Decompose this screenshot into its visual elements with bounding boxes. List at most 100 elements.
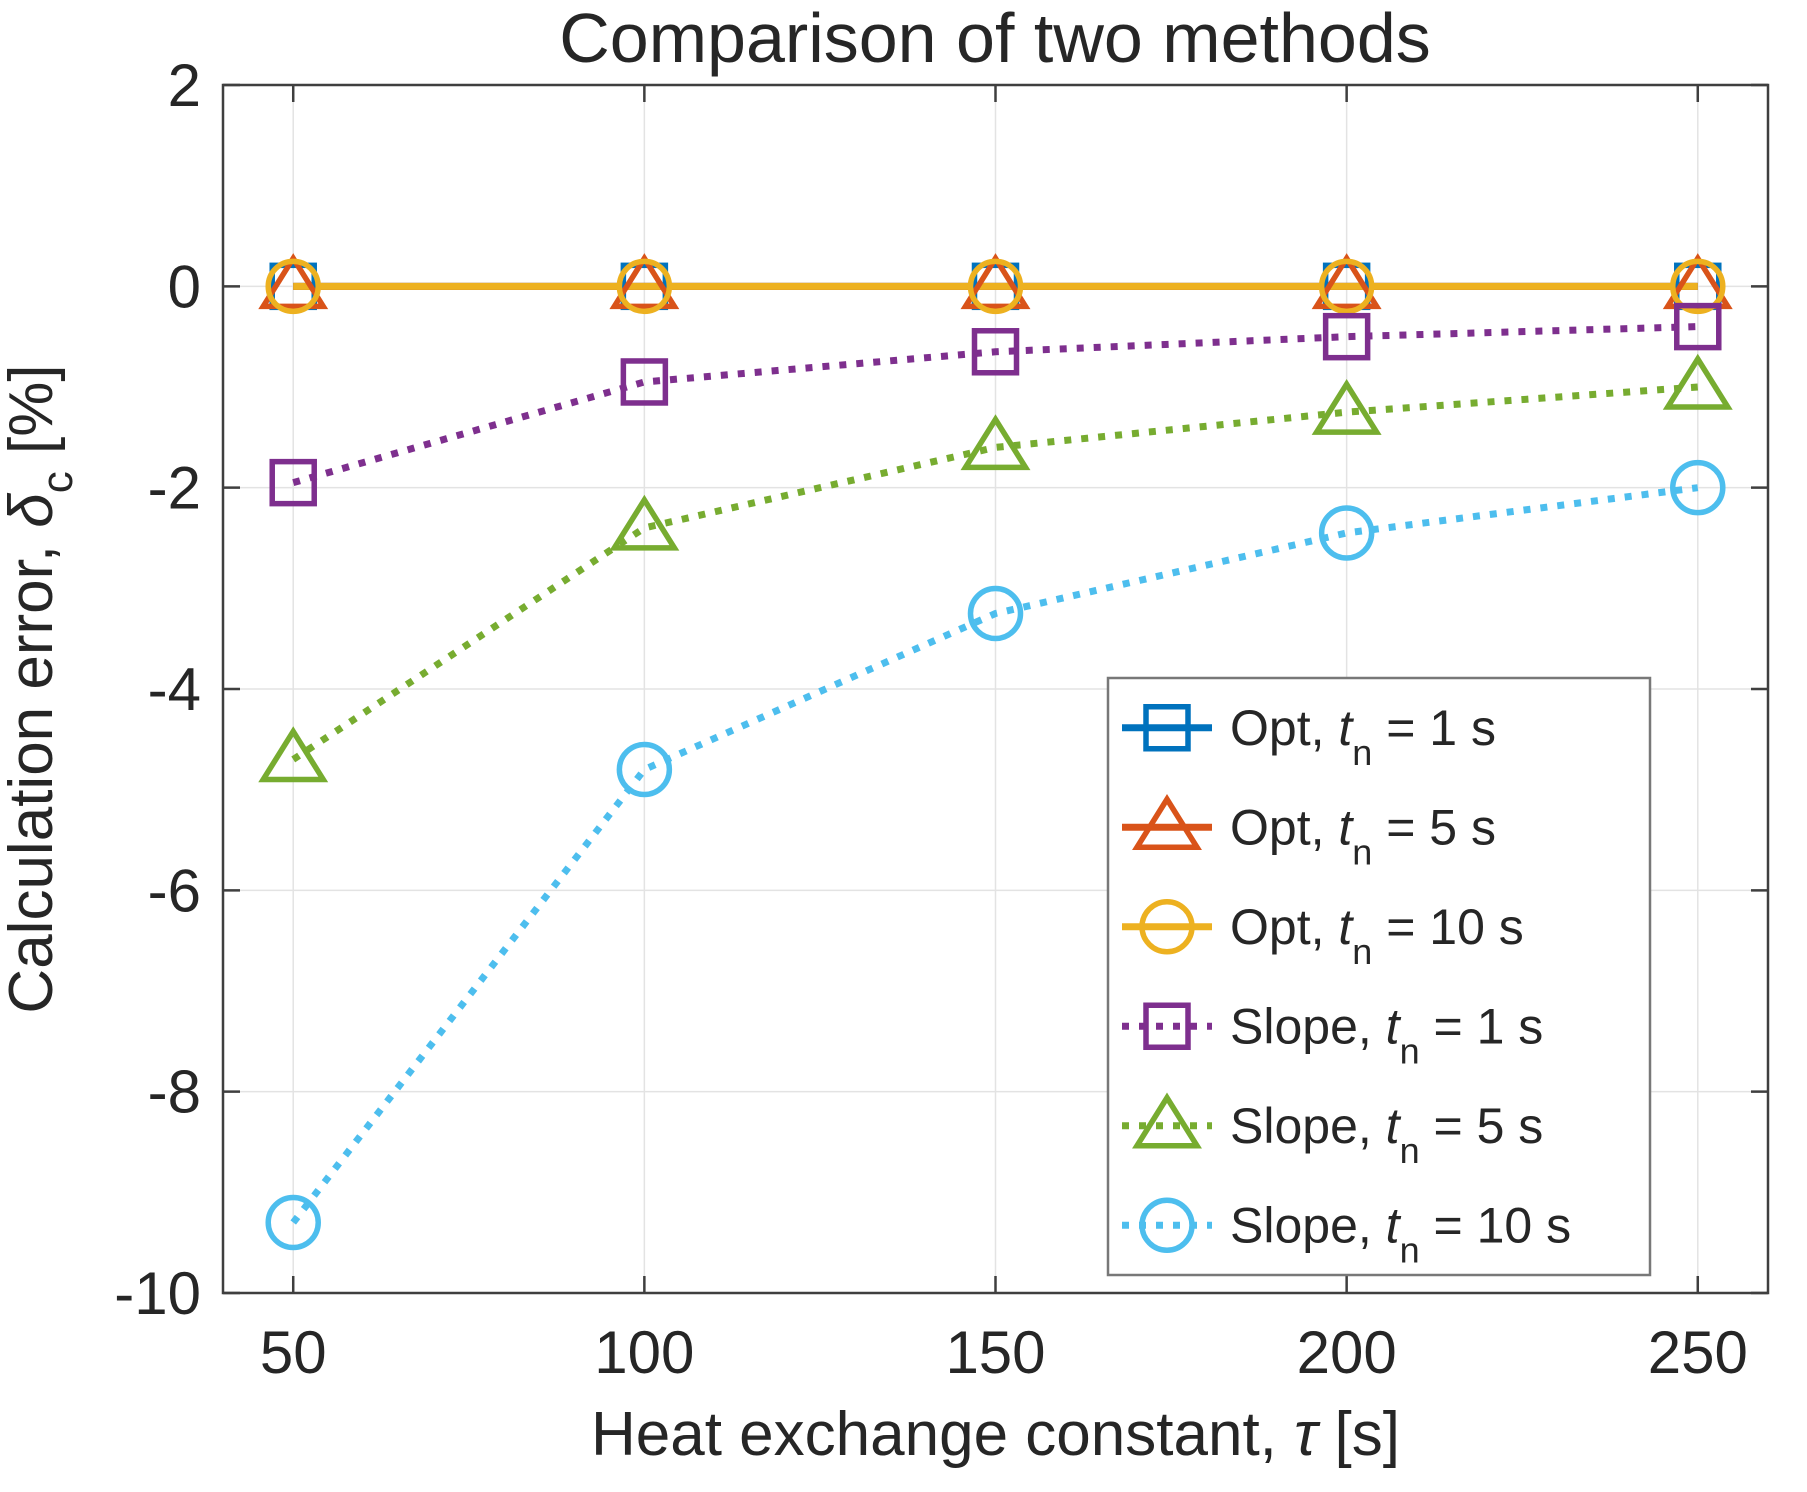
marker-circle-slope-10s bbox=[1670, 459, 1726, 516]
y-axis-label: Calculation error, δc [%] bbox=[0, 364, 82, 1013]
marker-circle-opt-10s bbox=[1318, 258, 1375, 315]
y-tick-label-0: 0 bbox=[168, 253, 201, 320]
legend-box bbox=[1106, 676, 1652, 1277]
label-subscript: n bbox=[1352, 831, 1372, 872]
label-prefix: Slope, bbox=[1230, 998, 1386, 1054]
y-tick-label-2: 2 bbox=[168, 52, 201, 119]
marker-circle-opt-10s bbox=[616, 258, 673, 315]
legend-label-opt-1s: Opt, tn = 1 s bbox=[1230, 700, 1496, 773]
y-tick-label--2: -2 bbox=[148, 455, 201, 522]
label-rest: = 10 s bbox=[1420, 1197, 1572, 1253]
marker-circle-opt-10s bbox=[967, 258, 1024, 315]
label-subscript: n bbox=[1400, 1030, 1420, 1071]
series-line-slope-10s bbox=[290, 484, 1699, 1225]
legend-marker-circle-slope-10s bbox=[1139, 1197, 1195, 1253]
label-rest: = 1 s bbox=[1372, 700, 1496, 756]
marker-triangle-slope-5s bbox=[1311, 378, 1382, 435]
legend-entry-opt-5s: Opt, tn = 5 s bbox=[1122, 794, 1496, 872]
label-prefix: Calculation error, bbox=[0, 528, 66, 1014]
label-symbol: t bbox=[1338, 799, 1354, 855]
marker-square-slope-1s bbox=[1322, 312, 1371, 361]
legend-marker-square-opt-1s bbox=[1143, 704, 1191, 752]
legend-entry-slope-1s: Slope, tn = 1 s bbox=[1122, 998, 1543, 1071]
marker-square-slope-1s bbox=[1674, 302, 1722, 351]
legend-label-slope-10s: Slope, tn = 10 s bbox=[1230, 1197, 1571, 1270]
legend-label-slope-1s: Slope, tn = 1 s bbox=[1230, 998, 1543, 1071]
chart-title: Comparison of two methods bbox=[559, 0, 1431, 77]
label-symbol: t bbox=[1338, 700, 1354, 756]
series-markers-slope-10s bbox=[265, 459, 1726, 1251]
series-markers-opt-10s bbox=[265, 258, 1726, 315]
legend-label-opt-5s: Opt, tn = 5 s bbox=[1230, 799, 1496, 872]
label-rest: = 5 s bbox=[1420, 1098, 1544, 1154]
line-slope-10s bbox=[290, 484, 1699, 1225]
marker-circle-slope-10s bbox=[616, 741, 673, 798]
label-rest: = 1 s bbox=[1420, 998, 1544, 1054]
legend-marker-square-slope-1s bbox=[1143, 1002, 1191, 1050]
marker-triangle-slope-5s bbox=[960, 414, 1031, 471]
label-rest: [s] bbox=[1317, 1400, 1400, 1469]
y-tick-label--4: -4 bbox=[148, 656, 201, 723]
label-prefix: Slope, bbox=[1230, 1197, 1386, 1253]
marker-triangle-opt-5s bbox=[1311, 253, 1382, 310]
series-line-slope-1s bbox=[292, 323, 1698, 486]
axes-frame-layer bbox=[221, 83, 1770, 1295]
series-layer bbox=[258, 253, 1733, 1251]
marker-triangle-opt-5s bbox=[258, 253, 329, 310]
marker-square-slope-1s bbox=[971, 328, 1020, 376]
label-symbol: τ bbox=[1294, 1400, 1321, 1469]
label-prefix: Opt, bbox=[1230, 899, 1338, 955]
legend-entry-slope-10s: Slope, tn = 10 s bbox=[1122, 1197, 1571, 1270]
label-subscript: n bbox=[1352, 931, 1372, 972]
marker-triangle-slope-5s bbox=[609, 494, 680, 551]
label-symbol: δ bbox=[0, 493, 66, 528]
legend-entry-slope-5s: Slope, tn = 5 s bbox=[1122, 1092, 1543, 1171]
marker-circle-opt-10s bbox=[265, 258, 321, 315]
label-symbol: t bbox=[1386, 998, 1402, 1054]
marker-square-slope-1s bbox=[269, 458, 317, 507]
label-rest: = 5 s bbox=[1372, 799, 1496, 855]
label-layer: Comparison of two methods 50 100 150 200 250… bbox=[0, 0, 1748, 1469]
label-symbol: t bbox=[1386, 1197, 1402, 1253]
label-subscript: c bbox=[33, 471, 82, 493]
marker-triangle-slope-5s bbox=[1662, 353, 1733, 410]
label-symbol: t bbox=[1338, 899, 1354, 955]
marker-triangle-opt-5s bbox=[960, 253, 1031, 310]
marker-square-slope-1s bbox=[620, 358, 669, 406]
y-tick-label--10: -10 bbox=[114, 1260, 201, 1327]
label-symbol: t bbox=[1386, 1098, 1402, 1154]
marker-circle-slope-10s bbox=[967, 585, 1024, 642]
x-tick-label-50: 50 bbox=[260, 1319, 327, 1386]
label-rest: = 10 s bbox=[1372, 899, 1524, 955]
legend-entry-opt-10s: Opt, tn = 10 s bbox=[1122, 899, 1524, 972]
label-prefix: Opt, bbox=[1230, 700, 1338, 756]
marker-triangle-slope-5s bbox=[258, 726, 329, 783]
label-prefix: Slope, bbox=[1230, 1098, 1386, 1154]
x-tick-label-250: 250 bbox=[1648, 1319, 1748, 1386]
label-subscript: n bbox=[1352, 732, 1372, 773]
label-subscript: n bbox=[1400, 1229, 1420, 1270]
line-slope-1s bbox=[292, 323, 1698, 486]
label-prefix: Opt, bbox=[1230, 799, 1338, 855]
series-markers-slope-5s bbox=[258, 353, 1733, 783]
x-tick-label-200: 200 bbox=[1297, 1319, 1397, 1386]
legend-entry-opt-1s: Opt, tn = 1 s bbox=[1122, 700, 1496, 773]
label-rest: [%] bbox=[0, 364, 66, 471]
y-tick-label--8: -8 bbox=[148, 1059, 201, 1126]
label-subscript: n bbox=[1400, 1130, 1420, 1171]
marker-circle-opt-10s bbox=[1670, 258, 1726, 315]
x-axis-label: Heat exchange constant, τ [s] bbox=[591, 1400, 1400, 1469]
legend-marker-triangle-slope-5s bbox=[1132, 1092, 1202, 1149]
x-tick-label-150: 150 bbox=[945, 1319, 1045, 1386]
legend-marker-triangle-opt-5s bbox=[1132, 794, 1202, 850]
legend-label-opt-10s: Opt, tn = 10 s bbox=[1230, 899, 1524, 972]
legend-label-slope-5s: Slope, tn = 5 s bbox=[1230, 1098, 1543, 1171]
x-tick-label-100: 100 bbox=[594, 1319, 694, 1386]
marker-triangle-opt-5s bbox=[609, 253, 680, 310]
y-tick-label--6: -6 bbox=[148, 857, 201, 924]
marker-circle-slope-10s bbox=[265, 1194, 321, 1251]
series-markers-slope-1s bbox=[269, 302, 1722, 507]
label-prefix: Heat exchange constant, bbox=[591, 1400, 1294, 1469]
